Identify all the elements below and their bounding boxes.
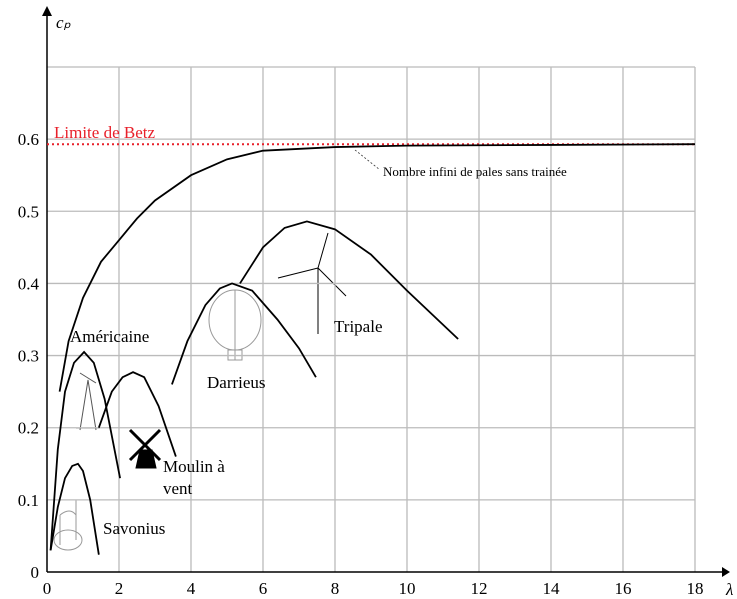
y-arrow xyxy=(42,6,52,16)
x-tick-label: 8 xyxy=(331,579,340,598)
x-tick-label: 10 xyxy=(399,579,416,598)
y-axis-label: cₚ xyxy=(56,13,72,32)
x-axis-label: λ xyxy=(725,580,733,599)
x-tick-label: 4 xyxy=(187,579,196,598)
x-tick-label: 2 xyxy=(115,579,124,598)
series-label: Darrieus xyxy=(207,373,266,392)
x-tick-label: 14 xyxy=(543,579,561,598)
y-tick-label: 0.4 xyxy=(18,274,40,293)
icons xyxy=(53,232,347,551)
y-tick-label: 0.3 xyxy=(18,347,39,366)
series-line xyxy=(49,350,121,551)
series-line xyxy=(171,282,317,385)
series-label: Américaine xyxy=(70,327,150,346)
x-tick-label: 16 xyxy=(615,579,632,598)
series-line xyxy=(49,462,100,555)
y-tick-label: 0 xyxy=(31,563,40,582)
series-label: Tripale xyxy=(334,317,383,336)
series-label: Nombre infini de pales sans trainée xyxy=(383,164,567,179)
x-tick-label: 12 xyxy=(471,579,488,598)
y-tick-label: 0.6 xyxy=(18,130,39,149)
series-label: Moulin à vent xyxy=(163,457,225,498)
series-line xyxy=(58,143,696,392)
y-tick-label: 0.2 xyxy=(18,419,39,438)
series-line xyxy=(239,220,459,340)
x-tick-label: 18 xyxy=(687,579,704,598)
series-label: Savonius xyxy=(103,519,166,538)
x-arrow xyxy=(722,567,730,577)
betz-label: Limite de Betz xyxy=(54,123,155,142)
leader-line xyxy=(354,149,381,171)
x-tick-label: 6 xyxy=(259,579,268,598)
x-tick-label: 0 xyxy=(43,579,52,598)
y-tick-label: 0.1 xyxy=(18,491,39,510)
y-tick-label: 0.5 xyxy=(18,202,39,221)
series-line xyxy=(97,371,177,457)
